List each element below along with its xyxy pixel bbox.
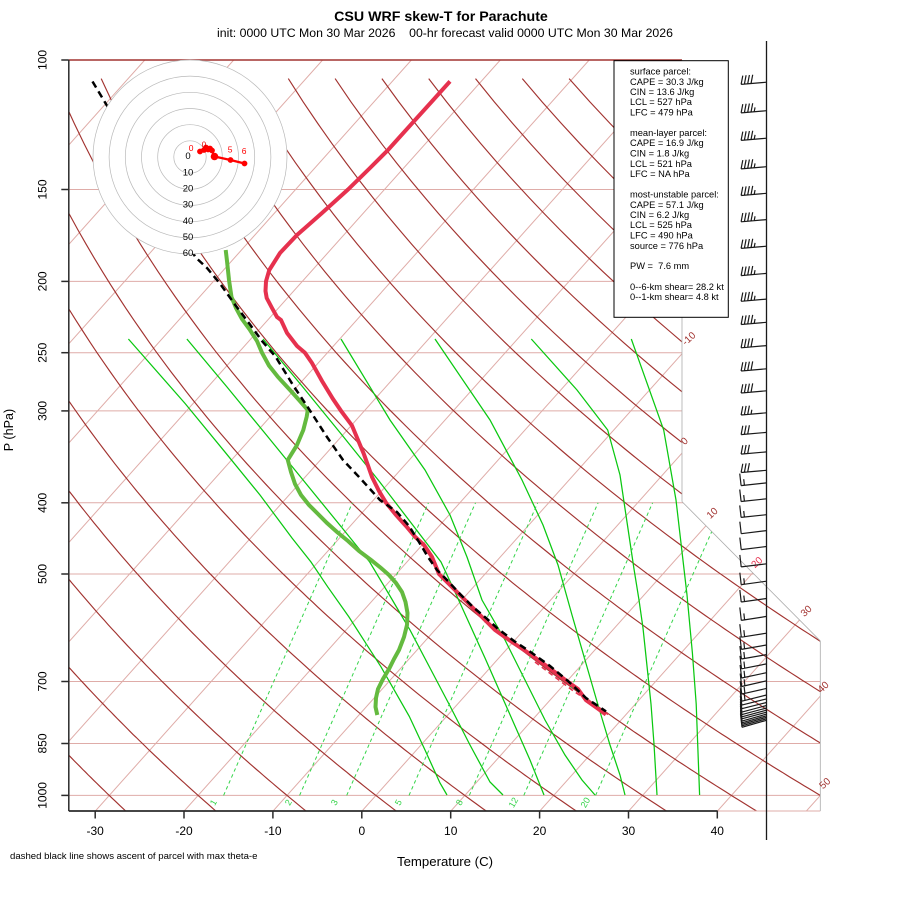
- svg-text:0--6-km shear= 28.2 kt: 0--6-km shear= 28.2 kt: [630, 282, 724, 292]
- svg-text:50: 50: [183, 232, 194, 243]
- svg-text:dashed black line shows ascent: dashed black line shows ascent of parcel…: [10, 851, 257, 862]
- svg-text:1000: 1000: [36, 782, 50, 809]
- svg-text:-20: -20: [175, 824, 193, 838]
- svg-text:surface parcel:: surface parcel:: [630, 67, 691, 77]
- svg-text:Temperature (C): Temperature (C): [397, 854, 493, 869]
- svg-text:20: 20: [183, 184, 194, 195]
- svg-text:0--1-km shear= 4.8 kt: 0--1-km shear= 4.8 kt: [630, 292, 719, 302]
- svg-text:400: 400: [36, 492, 50, 512]
- svg-text:LCL = 525 hPa: LCL = 525 hPa: [630, 220, 693, 230]
- svg-text:20: 20: [533, 824, 547, 838]
- svg-text:CAPE = 30.3 J/kg: CAPE = 30.3 J/kg: [630, 77, 704, 87]
- svg-text:source = 776 hPa: source = 776 hPa: [630, 241, 704, 251]
- svg-text:10: 10: [183, 167, 194, 178]
- svg-text:-10: -10: [264, 824, 282, 838]
- svg-text:850: 850: [36, 733, 50, 753]
- svg-text:10: 10: [444, 824, 458, 838]
- svg-text:LCL = 521 hPa: LCL = 521 hPa: [630, 159, 693, 169]
- svg-text:100: 100: [36, 50, 50, 70]
- svg-text:mean-layer parcel:: mean-layer parcel:: [630, 128, 707, 138]
- svg-text:-30: -30: [87, 824, 105, 838]
- svg-text:6: 6: [242, 146, 247, 156]
- svg-text:CIN = 13.6 J/kg: CIN = 13.6 J/kg: [630, 87, 694, 97]
- svg-text:0: 0: [358, 824, 365, 838]
- svg-text:5: 5: [228, 145, 233, 155]
- svg-text:LFC = NA hPa: LFC = NA hPa: [630, 169, 691, 179]
- svg-text:CAPE = 57.1 J/kg: CAPE = 57.1 J/kg: [630, 200, 704, 210]
- svg-text:500: 500: [36, 564, 50, 584]
- svg-text:P (hPa): P (hPa): [2, 409, 16, 451]
- svg-text:CAPE = 16.9 J/kg: CAPE = 16.9 J/kg: [630, 138, 704, 148]
- svg-text:most-unstable parcel:: most-unstable parcel:: [630, 190, 719, 200]
- svg-text:PW = 7.6 mm: PW = 7.6 mm: [630, 261, 689, 271]
- svg-text:30: 30: [622, 824, 636, 838]
- svg-text:200: 200: [36, 271, 50, 291]
- svg-text:40: 40: [183, 216, 194, 227]
- svg-text:LFC = 490 hPa: LFC = 490 hPa: [630, 231, 694, 241]
- svg-text:CIN = 1.8 J/kg: CIN = 1.8 J/kg: [630, 149, 689, 159]
- svg-text:150: 150: [36, 179, 50, 199]
- svg-text:CIN = 6.2 J/kg: CIN = 6.2 J/kg: [630, 210, 689, 220]
- svg-text:300: 300: [36, 401, 50, 421]
- svg-text:0: 0: [189, 143, 194, 153]
- svg-text:60: 60: [183, 248, 194, 259]
- svg-text:LFC = 479 hPa: LFC = 479 hPa: [630, 108, 694, 118]
- svg-text:init: 0000 UTC Mon 30 Mar 2026: init: 0000 UTC Mon 30 Mar 2026 00-hr for…: [217, 26, 673, 40]
- svg-text:700: 700: [36, 671, 50, 691]
- svg-text:CSU WRF skew-T for Parachute: CSU WRF skew-T for Parachute: [334, 9, 548, 25]
- svg-text:LCL = 527 hPa: LCL = 527 hPa: [630, 97, 693, 107]
- svg-text:250: 250: [36, 342, 50, 362]
- svg-text:40: 40: [711, 824, 725, 838]
- svg-text:30: 30: [183, 200, 194, 211]
- svg-text:0: 0: [202, 141, 207, 150]
